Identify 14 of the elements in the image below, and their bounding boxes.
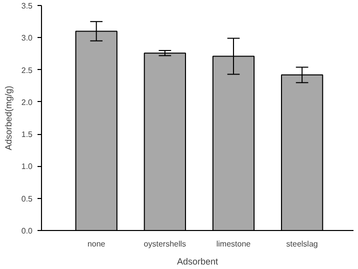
y-tick-label: 1.0 bbox=[21, 162, 34, 172]
x-tick-label: limestone bbox=[216, 240, 252, 248]
y-tick-label: 1.5 bbox=[21, 130, 34, 140]
y-tick-label: 3.5 bbox=[21, 2, 34, 10]
x-axis-title: Adsorbent bbox=[176, 256, 219, 266]
y-tick-label: 0.0 bbox=[21, 226, 34, 236]
x-tick-label: steelslag bbox=[286, 240, 318, 248]
x-tick-label: oystershells bbox=[144, 240, 186, 248]
y-axis-title: Adsorbed(mg/g) bbox=[3, 86, 14, 150]
y-tick-label: 2.5 bbox=[21, 66, 34, 75]
x-tick-label: none bbox=[87, 240, 106, 248]
y-tick-label: 0.5 bbox=[21, 194, 34, 204]
y-tick-label: 2.0 bbox=[21, 98, 34, 107]
y-tick-label: 3.0 bbox=[21, 34, 34, 43]
